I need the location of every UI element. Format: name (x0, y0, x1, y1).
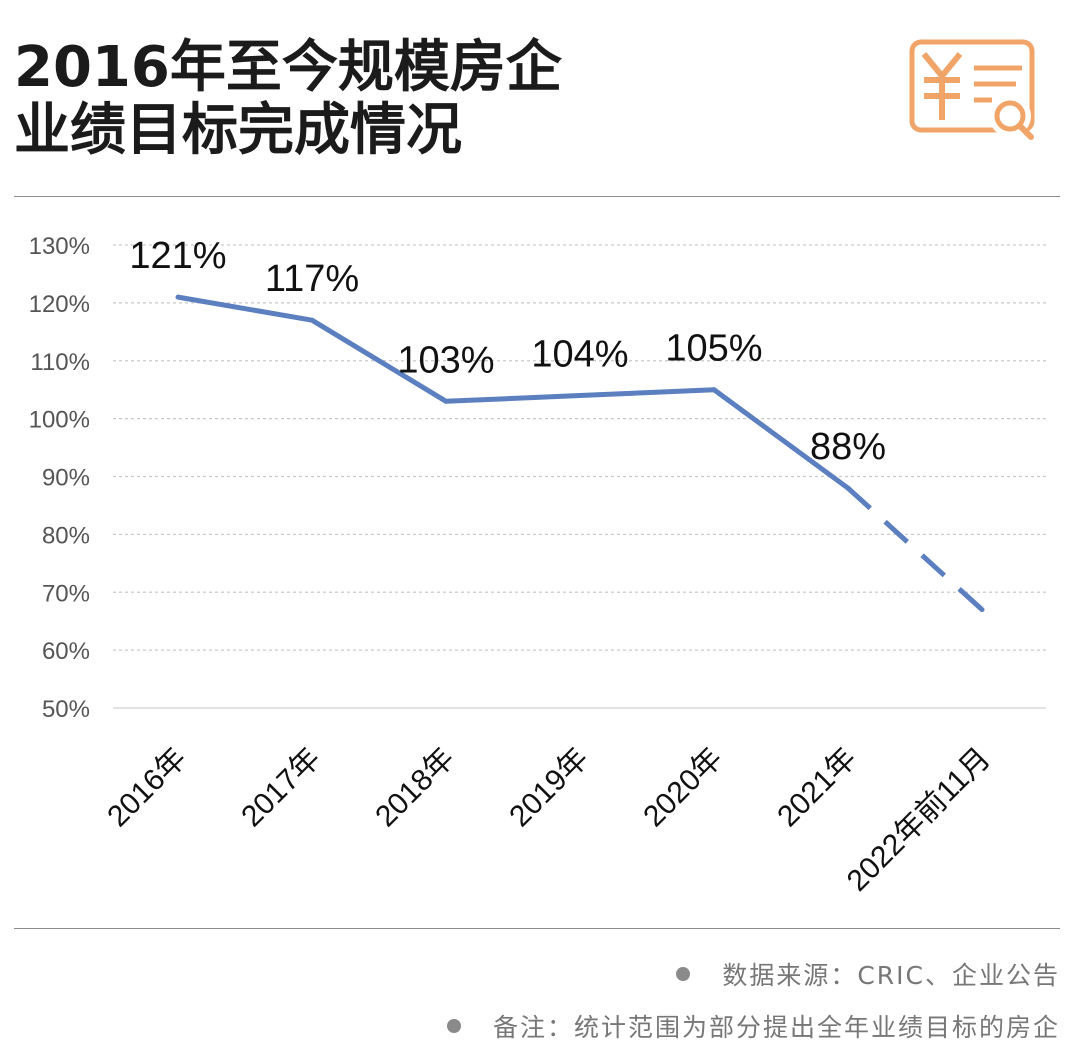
x-tick-label-5: 2021年 (771, 742, 863, 834)
y-tick-label-110: 110% (30, 349, 90, 376)
x-tick-label-0: 2016年 (101, 742, 193, 834)
series-line-solid (177, 294, 850, 491)
data-label-3: 104% (531, 333, 628, 375)
x-tick-label-2: 2018年 (369, 742, 461, 834)
bottom-divider (14, 928, 1060, 929)
data-point-6 (979, 607, 985, 613)
receipt-yuan-search-icon (900, 36, 1040, 146)
data-point-2 (443, 398, 449, 404)
y-tick-label-130: 130% (29, 233, 90, 260)
data-labels: 121% 117% 103% 104% 105% 88% (129, 235, 886, 468)
data-label-1: 117% (265, 258, 359, 300)
source-note: 数据来源：CRIC、企业公告 (300, 957, 1060, 991)
y-tick-label-60: 60% (42, 638, 90, 665)
line-chart: 130%120%110%100%90%80%70%60%50%121%117%1… (29, 233, 1046, 898)
data-label-4: 105% (665, 328, 762, 370)
x-tick-label-6: 2022年前11月 (841, 742, 997, 898)
data-point-4 (711, 387, 717, 393)
y-tick-label-50: 50% (42, 696, 90, 723)
title-line-1: 2016年至今规模房企 (14, 35, 562, 100)
remark-note-text: 备注：统计范围为部分提出全年业绩目标的房企 (492, 1013, 1060, 1042)
x-tick-label-3: 2019年 (503, 742, 595, 834)
y-tick-label-70: 70% (42, 580, 90, 607)
remark-note: 备注：统计范围为部分提出全年业绩目标的房企 (300, 1009, 1060, 1043)
top-divider (14, 196, 1060, 197)
gridlines (113, 244, 1046, 709)
series-line-dashed (846, 486, 984, 612)
bullet-dot (446, 1019, 461, 1033)
data-point-3 (577, 392, 583, 398)
source-note-text: 数据来源：CRIC、企业公告 (722, 961, 1060, 990)
x-tick-label-4: 2020年 (637, 742, 729, 834)
data-label-2: 103% (397, 339, 494, 381)
footer-notes: 数据来源：CRIC、企业公告 备注：统计范围为部分提出全年业绩目标的房企 (300, 957, 1060, 1061)
title-line-2: 业绩目标完成情况 (14, 98, 462, 163)
data-label-5: 88% (810, 426, 886, 468)
data-points (175, 294, 985, 613)
data-point-5 (845, 485, 851, 491)
data-point-0 (175, 294, 181, 300)
y-tick-label-90: 90% (42, 465, 90, 492)
y-axis-labels: 130% 120% 110% 100% 90% 80% 70% 60% 50% (29, 233, 90, 723)
bullet-dot (676, 967, 691, 981)
x-tick-label-1: 2017年 (235, 742, 327, 834)
page-title: 2016年至今规模房企 业绩目标完成情况 (14, 36, 874, 162)
y-tick-label-80: 80% (42, 522, 90, 549)
data-point-1 (309, 317, 315, 323)
y-tick-label-100: 100% (29, 407, 90, 434)
data-label-0: 121% (129, 235, 226, 277)
y-tick-label-120: 120% (29, 291, 90, 318)
